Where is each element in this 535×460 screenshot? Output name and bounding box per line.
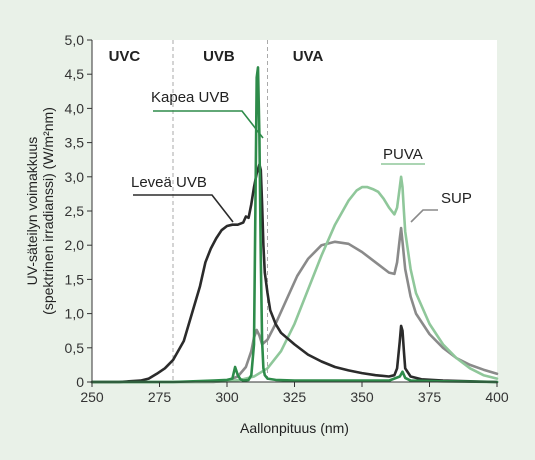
x-tick-label: 375	[418, 389, 442, 405]
x-tick-label: 325	[283, 389, 307, 405]
series-line-1	[90, 66, 499, 384]
series-label-3: SUP	[441, 190, 472, 207]
y-tick-label: 2,5	[65, 203, 85, 219]
series-label-2: PUVA	[383, 146, 423, 163]
series-leader-0	[133, 194, 234, 223]
y-tick-label: 0,5	[65, 340, 85, 356]
x-tick-label: 350	[350, 389, 374, 405]
series-label-0: Leveä UVB	[131, 174, 207, 191]
series-line-0	[90, 163, 499, 384]
x-tick-label: 300	[215, 389, 239, 405]
y-tick-label: 4,0	[65, 100, 85, 116]
region-boundaries	[172, 40, 268, 382]
series-lines	[90, 66, 499, 384]
region-label-uva: UVA	[293, 48, 324, 65]
y-axis-title-line-2: (spektrinen irradianssi) (W/m²nm)	[40, 107, 56, 315]
y-tick-label: 5,0	[65, 32, 85, 48]
region-label-uvc: UVC	[109, 48, 141, 65]
y-tick-label: 2,0	[65, 237, 85, 253]
y-tick-label: 4,5	[65, 66, 85, 82]
series-leader-1	[153, 110, 264, 139]
y-tick-label: 1,0	[65, 306, 85, 322]
region-label-uvb: UVB	[203, 48, 235, 65]
axes: 0 0,5 1,0 1,5 2,0 2,5 3,0 3,5 4,0 4,5 5,0 250 275 300…	[65, 32, 509, 405]
x-tick-label: 250	[80, 389, 104, 405]
x-tick-label: 275	[148, 389, 172, 405]
series-line-2	[90, 175, 499, 384]
y-tick-label: 3,5	[65, 135, 85, 151]
series-leader-3	[410, 209, 438, 223]
series-label-1: Kapea UVB	[151, 89, 229, 106]
y-tick-label: 0	[76, 374, 84, 390]
y-tick-label: 1,5	[65, 271, 85, 287]
x-axis-title: Aallonpituus (nm)	[240, 420, 349, 436]
x-tick-label: 400	[485, 389, 509, 405]
labels: UVC UVB UVA Aallonpituus (nm) UV-säteilyn vo…	[24, 48, 472, 436]
y-tick-label: 3,0	[65, 169, 85, 185]
y-axis-title-line-1: UV-säteilyn voimakkuus	[24, 137, 40, 286]
